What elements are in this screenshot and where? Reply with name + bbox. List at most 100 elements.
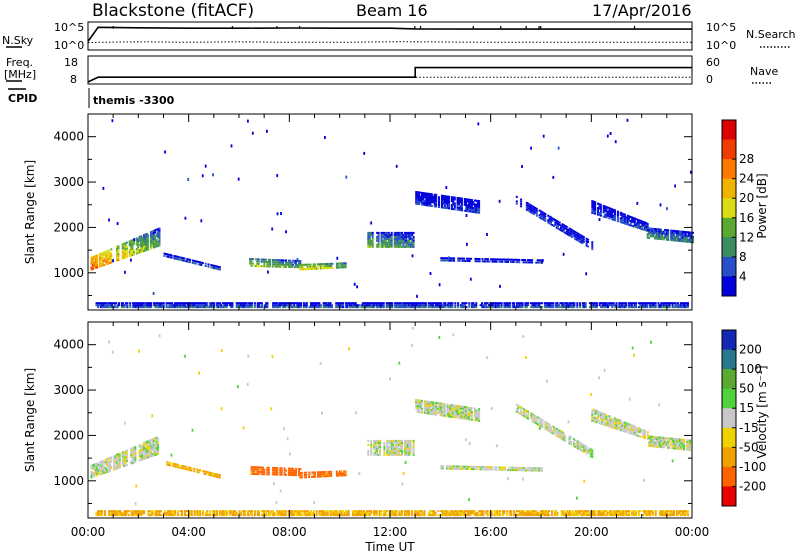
radar-cell: [125, 249, 128, 252]
radar-cell: [447, 259, 450, 262]
radar-cell: [575, 236, 578, 239]
radar-cell: [635, 430, 638, 433]
radar-cell: [144, 245, 147, 248]
radar-cell: [104, 471, 107, 474]
radar-cell: [289, 302, 291, 305]
radar-cell: [408, 447, 411, 450]
radar-cell: [322, 512, 325, 515]
radar-cell: [641, 220, 643, 223]
radar-cell: [204, 512, 207, 515]
radar-cell: [312, 473, 315, 476]
radar-cell: [308, 263, 311, 266]
radar-cell: [152, 292, 155, 295]
radar-cell: [133, 453, 135, 455]
radar-cell: [507, 258, 509, 261]
radar-cell: [392, 451, 395, 454]
radar-cell: [495, 302, 497, 305]
radar-cell: [140, 455, 143, 457]
radar-cell: [614, 427, 616, 430]
radar-cell: [444, 306, 447, 309]
radar-cell: [631, 430, 634, 433]
radar-cell: [395, 451, 398, 454]
radar-cell: [674, 231, 677, 234]
radar-cell: [263, 471, 266, 473]
radar-cell: [289, 263, 292, 266]
radar-cell: [495, 304, 497, 307]
radar-cell: [474, 257, 477, 260]
radar-cell: [128, 248, 131, 251]
radar-cell: [286, 304, 289, 307]
radar-cell: [113, 468, 116, 471]
radar-cell: [178, 306, 181, 309]
radar-cell: [602, 211, 605, 214]
radar-cell: [680, 302, 682, 305]
radar-cell: [130, 241, 133, 244]
radar-cell: [429, 405, 432, 407]
radar-cell: [576, 306, 579, 309]
radar-cell: [442, 410, 445, 413]
radar-cell: [340, 512, 343, 515]
radar-cell: [654, 237, 656, 240]
radar-cell: [353, 302, 356, 305]
radar-cell: [599, 214, 602, 217]
radar-cell: [335, 262, 338, 265]
radar-cell: [456, 199, 459, 201]
radar-cell: [548, 215, 551, 218]
radar-cell: [654, 443, 656, 446]
radar-cell: [532, 469, 535, 472]
radar-cell: [104, 469, 107, 472]
radar-cell: [609, 215, 612, 218]
radar-cell: [246, 306, 249, 309]
radar-cell: [260, 304, 263, 307]
radar-cell: [398, 306, 401, 309]
radar-cell: [314, 304, 317, 307]
radar-cell: [601, 418, 604, 421]
radar-cell: [561, 223, 564, 226]
radar-cell: [301, 514, 304, 517]
radar-cell: [123, 257, 126, 259]
radar-cell: [665, 231, 668, 234]
radar-cell: [535, 212, 538, 215]
radar-cell: [418, 195, 420, 198]
radar-cell: [203, 470, 206, 473]
radar-cell: [147, 448, 150, 451]
radar-cell: [451, 304, 454, 307]
radar-cell: [425, 412, 428, 415]
radar-cell: [539, 302, 542, 305]
radar-cell: [406, 449, 409, 452]
radar-cell: [138, 449, 141, 452]
radar-cell: [344, 264, 347, 267]
radar-cell: [572, 442, 575, 445]
radar-cell: [661, 236, 664, 239]
radar-cell: [165, 302, 168, 305]
radar-cell: [137, 512, 140, 515]
radar-cell: [615, 418, 618, 420]
radar-cell: [131, 457, 134, 460]
radar-cell: [619, 304, 622, 307]
radar-cell: [530, 302, 532, 305]
radar-cell: [409, 231, 412, 234]
radar-cell: [622, 222, 625, 224]
radar-cell: [129, 306, 132, 309]
radar-cell: [535, 467, 538, 470]
radar-cell: [395, 449, 398, 452]
radar-cell: [609, 423, 612, 426]
radar-cell: [426, 203, 428, 207]
radar-cell: [405, 441, 408, 444]
radar-cell: [312, 265, 315, 268]
radar-cell: [675, 230, 678, 233]
radar-cell: [516, 306, 518, 309]
radar-cell: [594, 302, 597, 305]
radar-cell: [186, 468, 189, 471]
radar-cell: [324, 512, 326, 515]
radar-cell: [225, 304, 228, 307]
radar-cell: [379, 439, 381, 442]
radar-cell: [625, 222, 628, 225]
radar-cell: [628, 304, 631, 307]
radar-cell: [467, 465, 470, 468]
radar-cell: [577, 235, 580, 237]
radar-cell: [276, 510, 279, 513]
radar-cell: [197, 512, 200, 515]
radar-cell: [370, 221, 373, 225]
radar-cell: [302, 268, 305, 271]
